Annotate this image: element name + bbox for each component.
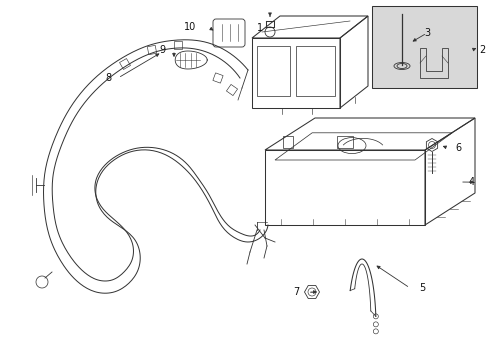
- Polygon shape: [371, 6, 476, 88]
- Text: 5: 5: [418, 283, 424, 293]
- Bar: [174, 41, 182, 49]
- Bar: [119, 59, 130, 69]
- Bar: [226, 85, 237, 95]
- Bar: [212, 73, 223, 83]
- Text: 1: 1: [256, 23, 263, 33]
- Text: 10: 10: [183, 22, 196, 32]
- Bar: [147, 45, 156, 55]
- Text: 2: 2: [478, 45, 484, 55]
- Text: 6: 6: [454, 143, 460, 153]
- Text: 4: 4: [468, 177, 474, 187]
- Text: 9: 9: [159, 45, 165, 55]
- Text: 7: 7: [292, 287, 299, 297]
- Text: 3: 3: [423, 28, 429, 38]
- Text: 8: 8: [105, 73, 111, 83]
